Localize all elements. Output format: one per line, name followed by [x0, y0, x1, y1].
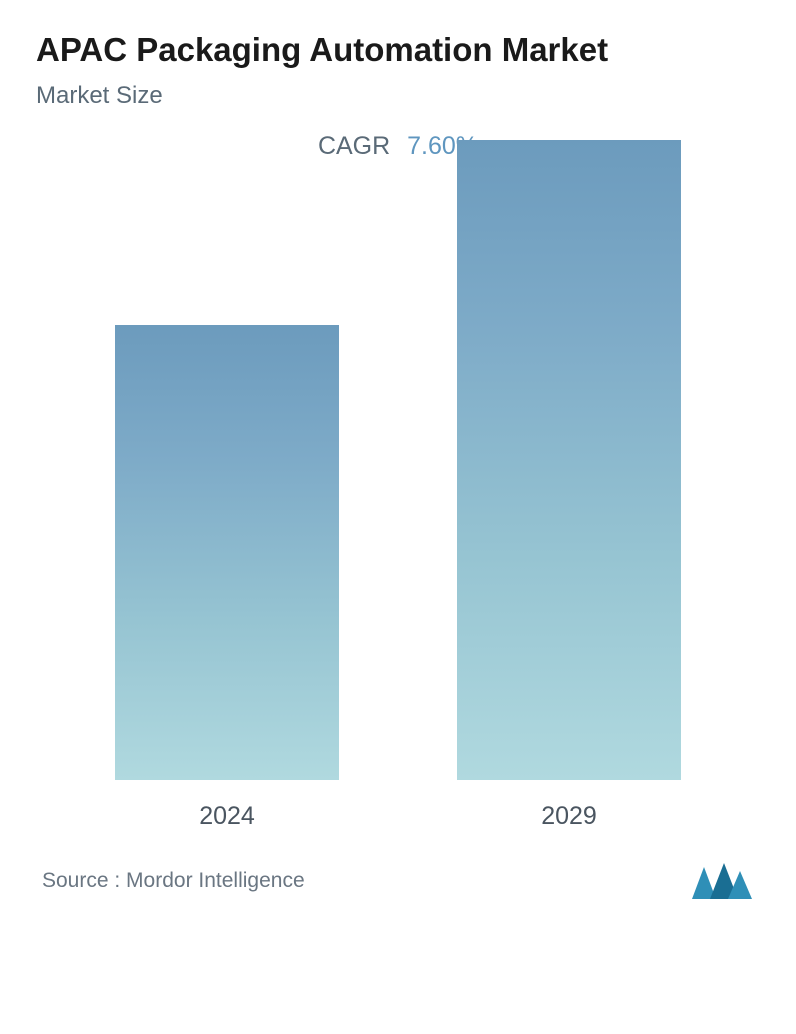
bar-label-1: 2029 — [541, 802, 597, 831]
cagr-label: CAGR — [318, 132, 390, 160]
footer: Source : Mordor Intelligence — [36, 831, 760, 927]
chart-container: APAC Packaging Automation Market Market … — [0, 0, 796, 1034]
bar-1 — [457, 140, 681, 780]
source-text: Source : Mordor Intelligence — [42, 869, 305, 893]
mordor-logo-icon — [690, 861, 754, 901]
bar-label-0: 2024 — [199, 802, 255, 831]
bar-0 — [115, 325, 339, 780]
chart-subtitle: Market Size — [36, 82, 760, 110]
chart-title: APAC Packaging Automation Market — [36, 30, 760, 70]
bar-group-1: 2029 — [439, 140, 699, 831]
bar-chart: 2024 2029 — [36, 191, 760, 831]
bar-group-0: 2024 — [97, 325, 357, 831]
